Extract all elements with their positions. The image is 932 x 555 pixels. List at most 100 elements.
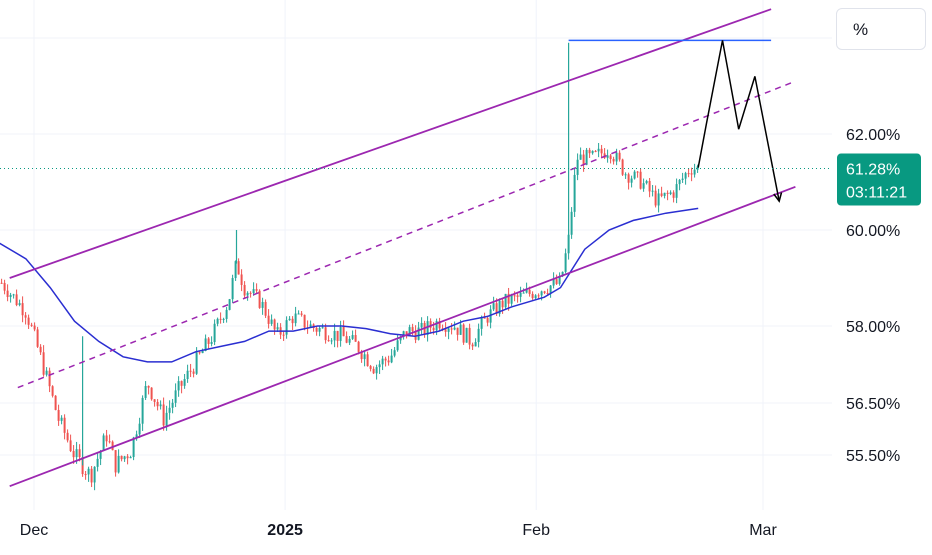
candle-body — [405, 331, 408, 336]
projection-arrowhead[interactable] — [773, 192, 783, 203]
candle-body — [114, 450, 117, 473]
candle-body — [618, 152, 621, 160]
candle-body — [492, 303, 495, 310]
candle-body — [324, 327, 327, 341]
candle-body — [294, 313, 297, 324]
candle-body — [291, 318, 294, 324]
candle-body — [450, 328, 453, 330]
last-price-value: 61.28% — [846, 162, 900, 179]
candle-body — [549, 285, 552, 294]
candle-body — [591, 150, 594, 154]
candle-body — [309, 324, 312, 328]
projection-path[interactable] — [697, 40, 780, 202]
candle-body — [33, 325, 36, 330]
candle-body — [465, 327, 468, 343]
candle-body — [417, 327, 420, 340]
candle-body — [327, 340, 330, 342]
candle-body — [342, 326, 345, 337]
drawings[interactable] — [0, 8, 832, 488]
candle-body — [471, 344, 474, 347]
candle-body — [333, 330, 336, 341]
candle-body — [516, 295, 519, 297]
candle-body — [123, 456, 126, 460]
candle-body — [639, 171, 642, 189]
candle-body — [297, 313, 300, 315]
candle-body — [93, 466, 96, 483]
channel-middle-line[interactable] — [17, 80, 796, 389]
candle-body — [183, 379, 186, 386]
candle-body — [558, 276, 561, 284]
candle-body — [153, 399, 156, 402]
candle-body — [570, 211, 573, 235]
channel-lower-line[interactable] — [9, 185, 796, 488]
candle-body — [645, 180, 648, 184]
candle-body — [381, 358, 384, 365]
candle-body — [501, 300, 504, 308]
candle-body — [231, 278, 234, 300]
candle-body — [165, 412, 168, 426]
candle-body — [594, 150, 597, 152]
candle-body — [486, 318, 489, 323]
y-tick-label: 58.00% — [846, 319, 900, 336]
candle-body — [348, 338, 351, 343]
candle-body — [351, 335, 354, 339]
candle-body — [444, 329, 447, 332]
candle-body — [678, 179, 681, 185]
candle-body — [408, 327, 411, 336]
candle-countdown: 03:11:21 — [846, 185, 907, 202]
candle-body — [246, 292, 249, 296]
candle-body — [456, 327, 459, 335]
channel-upper-line[interactable] — [9, 8, 772, 279]
candle-body — [609, 155, 612, 159]
candle-body — [18, 303, 21, 306]
candle-body — [402, 331, 405, 337]
candle-body — [681, 178, 684, 180]
candle-body — [186, 370, 189, 380]
candle-body — [300, 313, 303, 315]
candle-body — [363, 354, 366, 360]
candle-body — [588, 149, 591, 154]
candle-body — [477, 328, 480, 343]
x-tick-label: 2025 — [267, 522, 303, 539]
candle-body — [315, 328, 318, 332]
candle-body — [144, 385, 147, 398]
candle-body — [525, 289, 528, 293]
candle-body — [126, 456, 129, 459]
candle-body — [105, 435, 108, 442]
candle-body — [429, 321, 432, 328]
candle-body — [666, 192, 669, 194]
candle-body — [453, 327, 456, 330]
candle-body — [270, 319, 273, 324]
last-price-badge: 61.28% 03:11:21 — [837, 153, 921, 206]
candle-body — [318, 327, 321, 332]
percent-scale-button[interactable]: % — [836, 8, 926, 50]
candle-body — [597, 148, 600, 152]
candle-body — [540, 291, 543, 296]
candle-body — [36, 329, 39, 347]
candle-body — [150, 387, 153, 400]
candle-body — [339, 326, 342, 341]
candle-body — [369, 366, 372, 369]
y-tick-label: 55.50% — [846, 448, 900, 465]
candle-body — [42, 352, 45, 375]
candlesticks — [0, 42, 699, 491]
candle-body — [393, 350, 396, 356]
candle-body — [159, 404, 162, 407]
candle-body — [534, 295, 537, 299]
grid-lines — [0, 0, 832, 510]
candle-body — [66, 432, 69, 441]
candle-body — [249, 292, 252, 294]
candle-body — [663, 192, 666, 196]
candle-body — [498, 300, 501, 314]
candle-body — [81, 457, 84, 475]
candle-body — [480, 317, 483, 329]
candle-body — [57, 409, 60, 421]
candle-body — [99, 450, 102, 459]
candle-body — [69, 440, 72, 452]
candle-body — [267, 315, 270, 324]
candle-body — [282, 334, 285, 336]
candle-body — [438, 321, 441, 329]
candle-body — [660, 193, 663, 196]
